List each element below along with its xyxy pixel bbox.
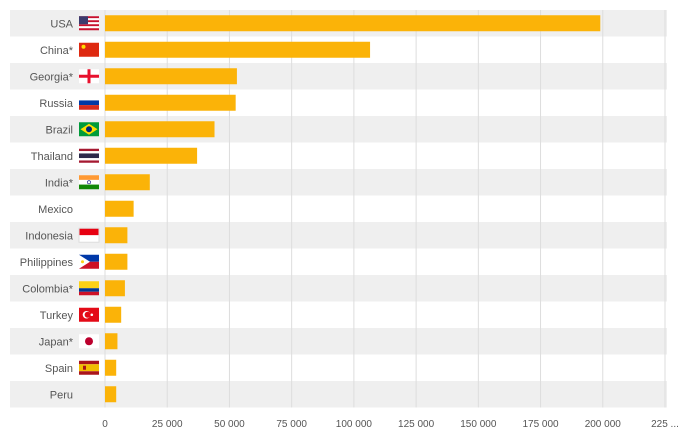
row-band [10,328,667,355]
japan-flag-icon [79,334,99,349]
spain-flag-icon [79,360,99,375]
category-label: Colombia* [22,283,73,295]
x-tick-label: 150 000 [460,419,497,430]
philippines-flag-icon [79,254,99,269]
bar [105,15,601,32]
bar [105,68,237,85]
x-tick-label: 0 [102,419,108,430]
category-label: Thailand [31,151,73,163]
bar [105,227,128,244]
bar [105,253,128,270]
bar [105,386,117,403]
x-tick-label: 175 000 [522,419,559,430]
georgia-flag-icon [79,69,99,84]
x-axis-ticks: 0 25 000 50 000 75 000 100 000 125 000 150 000… [102,419,679,430]
bar [105,147,198,164]
russia-flag-icon [79,95,99,110]
category-label: Spain [45,363,73,375]
category-label: Russia [39,98,74,110]
bar [105,94,236,111]
category-label: Turkey [40,310,74,322]
x-tick-label: 25 000 [152,419,183,430]
category-label: Japan* [39,336,74,348]
thailand-flag-icon [79,148,99,163]
x-tick-label: 125 000 [398,419,435,430]
category-label: Brazil [45,124,73,136]
category-label: USA [50,18,73,30]
category-label: India* [45,177,74,189]
brazil-flag-icon [79,122,99,137]
flags [78,16,100,375]
bar [105,174,150,191]
us-flag-icon [79,16,99,31]
bar [105,280,125,297]
bar [105,121,215,138]
bar [105,359,117,376]
category-label: Indonesia [25,230,74,242]
x-tick-label: 225 ... [651,419,679,430]
bars [105,15,601,403]
row-band [10,381,667,408]
category-labels: USA China* Georgia* Russia Brazil Thailand Ind… [20,18,74,401]
x-tick-label: 200 000 [585,419,622,430]
category-label: Philippines [20,257,74,269]
x-tick-label: 50 000 [214,419,245,430]
category-label: Georgia* [30,71,74,83]
category-label: Mexico [38,204,73,216]
category-label: Peru [50,389,73,401]
x-tick-label: 100 000 [336,419,373,430]
bar [105,306,122,323]
bar [105,200,134,217]
china-flag-icon [79,42,99,57]
indonesia-flag-icon [78,227,100,243]
colombia-flag-icon [79,281,99,296]
bar [105,41,371,58]
x-tick-label: 75 000 [276,419,307,430]
turkey-flag-icon [79,307,99,322]
india-flag-icon [79,175,99,190]
category-label: China* [40,45,74,57]
bar [105,333,118,350]
